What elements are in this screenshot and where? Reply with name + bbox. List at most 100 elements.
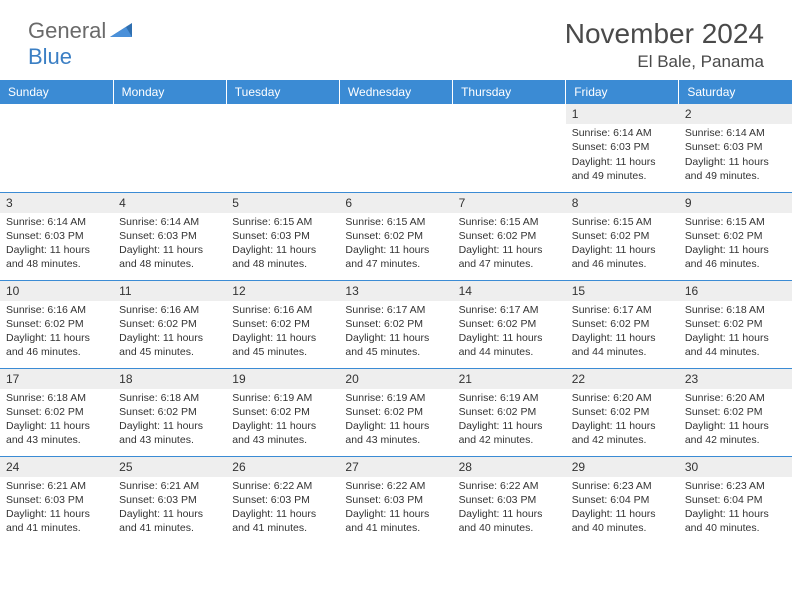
daylight-text: Daylight: 11 hours and 48 minutes. (119, 243, 220, 271)
sunrise-text: Sunrise: 6:14 AM (119, 215, 220, 229)
daylight-text: Daylight: 11 hours and 41 minutes. (232, 507, 333, 535)
sunset-text: Sunset: 6:02 PM (572, 405, 673, 419)
sunrise-text: Sunrise: 6:15 AM (345, 215, 446, 229)
day-number: 22 (566, 369, 679, 389)
daylight-text: Daylight: 11 hours and 46 minutes. (572, 243, 673, 271)
daylight-text: Daylight: 11 hours and 48 minutes. (232, 243, 333, 271)
daylight-text: Daylight: 11 hours and 40 minutes. (572, 507, 673, 535)
calendar-cell: 10Sunrise: 6:16 AMSunset: 6:02 PMDayligh… (0, 280, 113, 368)
sunset-text: Sunset: 6:02 PM (6, 405, 107, 419)
calendar-cell (453, 104, 566, 192)
sunset-text: Sunset: 6:02 PM (459, 229, 560, 243)
calendar-cell: 12Sunrise: 6:16 AMSunset: 6:02 PMDayligh… (226, 280, 339, 368)
sunset-text: Sunset: 6:02 PM (119, 405, 220, 419)
daylight-text: Daylight: 11 hours and 43 minutes. (345, 419, 446, 447)
daylight-text: Daylight: 11 hours and 47 minutes. (459, 243, 560, 271)
sunrise-text: Sunrise: 6:17 AM (345, 303, 446, 317)
sunset-text: Sunset: 6:02 PM (685, 317, 786, 331)
calendar-cell: 19Sunrise: 6:19 AMSunset: 6:02 PMDayligh… (226, 368, 339, 456)
sunset-text: Sunset: 6:02 PM (572, 229, 673, 243)
daylight-text: Daylight: 11 hours and 41 minutes. (6, 507, 107, 535)
calendar-cell: 14Sunrise: 6:17 AMSunset: 6:02 PMDayligh… (453, 280, 566, 368)
daylight-text: Daylight: 11 hours and 44 minutes. (459, 331, 560, 359)
daylight-text: Daylight: 11 hours and 46 minutes. (6, 331, 107, 359)
day-number: 15 (566, 281, 679, 301)
sunrise-text: Sunrise: 6:16 AM (119, 303, 220, 317)
daylight-text: Daylight: 11 hours and 42 minutes. (685, 419, 786, 447)
day-number: 3 (0, 193, 113, 213)
day-number: 27 (339, 457, 452, 477)
sunset-text: Sunset: 6:02 PM (119, 317, 220, 331)
daylight-text: Daylight: 11 hours and 49 minutes. (685, 155, 786, 183)
day-number: 6 (339, 193, 452, 213)
calendar-cell (113, 104, 226, 192)
calendar-cell: 1Sunrise: 6:14 AMSunset: 6:03 PMDaylight… (566, 104, 679, 192)
calendar-cell: 9Sunrise: 6:15 AMSunset: 6:02 PMDaylight… (679, 192, 792, 280)
sunrise-text: Sunrise: 6:22 AM (232, 479, 333, 493)
daylight-text: Daylight: 11 hours and 42 minutes. (572, 419, 673, 447)
day-header-tue: Tuesday (226, 80, 339, 104)
day-number: 13 (339, 281, 452, 301)
calendar-table: Sunday Monday Tuesday Wednesday Thursday… (0, 80, 792, 544)
daylight-text: Daylight: 11 hours and 48 minutes. (6, 243, 107, 271)
daylight-text: Daylight: 11 hours and 42 minutes. (459, 419, 560, 447)
daylight-text: Daylight: 11 hours and 43 minutes. (119, 419, 220, 447)
sunrise-text: Sunrise: 6:17 AM (572, 303, 673, 317)
calendar-cell: 3Sunrise: 6:14 AMSunset: 6:03 PMDaylight… (0, 192, 113, 280)
calendar-row: 10Sunrise: 6:16 AMSunset: 6:02 PMDayligh… (0, 280, 792, 368)
day-number: 28 (453, 457, 566, 477)
logo-word1: General (28, 18, 106, 44)
daylight-text: Daylight: 11 hours and 44 minutes. (685, 331, 786, 359)
daylight-text: Daylight: 11 hours and 45 minutes. (119, 331, 220, 359)
sunrise-text: Sunrise: 6:18 AM (6, 391, 107, 405)
calendar-cell: 15Sunrise: 6:17 AMSunset: 6:02 PMDayligh… (566, 280, 679, 368)
logo-word2: Blue (28, 44, 72, 69)
daylight-text: Daylight: 11 hours and 40 minutes. (685, 507, 786, 535)
calendar-cell: 25Sunrise: 6:21 AMSunset: 6:03 PMDayligh… (113, 456, 226, 544)
calendar-cell: 30Sunrise: 6:23 AMSunset: 6:04 PMDayligh… (679, 456, 792, 544)
calendar-cell: 21Sunrise: 6:19 AMSunset: 6:02 PMDayligh… (453, 368, 566, 456)
calendar-cell (339, 104, 452, 192)
calendar-cell: 23Sunrise: 6:20 AMSunset: 6:02 PMDayligh… (679, 368, 792, 456)
day-number: 9 (679, 193, 792, 213)
calendar-cell (0, 104, 113, 192)
calendar-cell: 18Sunrise: 6:18 AMSunset: 6:02 PMDayligh… (113, 368, 226, 456)
sunrise-text: Sunrise: 6:20 AM (685, 391, 786, 405)
day-header-wed: Wednesday (339, 80, 452, 104)
sunset-text: Sunset: 6:03 PM (232, 229, 333, 243)
day-number: 2 (679, 104, 792, 124)
daylight-text: Daylight: 11 hours and 43 minutes. (232, 419, 333, 447)
calendar-cell: 5Sunrise: 6:15 AMSunset: 6:03 PMDaylight… (226, 192, 339, 280)
sunset-text: Sunset: 6:02 PM (572, 317, 673, 331)
logo: General (28, 18, 134, 44)
sunrise-text: Sunrise: 6:17 AM (459, 303, 560, 317)
sunset-text: Sunset: 6:02 PM (232, 317, 333, 331)
day-number: 21 (453, 369, 566, 389)
sunrise-text: Sunrise: 6:15 AM (232, 215, 333, 229)
logo-word2-wrap: Blue (28, 44, 72, 70)
calendar-row: 1Sunrise: 6:14 AMSunset: 6:03 PMDaylight… (0, 104, 792, 192)
sunset-text: Sunset: 6:02 PM (685, 405, 786, 419)
sunrise-text: Sunrise: 6:14 AM (6, 215, 107, 229)
sunset-text: Sunset: 6:04 PM (685, 493, 786, 507)
day-number: 30 (679, 457, 792, 477)
calendar-cell: 26Sunrise: 6:22 AMSunset: 6:03 PMDayligh… (226, 456, 339, 544)
daylight-text: Daylight: 11 hours and 45 minutes. (232, 331, 333, 359)
sunrise-text: Sunrise: 6:14 AM (685, 126, 786, 140)
sunset-text: Sunset: 6:02 PM (232, 405, 333, 419)
day-number: 25 (113, 457, 226, 477)
calendar-cell: 28Sunrise: 6:22 AMSunset: 6:03 PMDayligh… (453, 456, 566, 544)
sunset-text: Sunset: 6:02 PM (345, 317, 446, 331)
calendar-cell: 16Sunrise: 6:18 AMSunset: 6:02 PMDayligh… (679, 280, 792, 368)
daylight-text: Daylight: 11 hours and 47 minutes. (345, 243, 446, 271)
sunset-text: Sunset: 6:03 PM (685, 140, 786, 154)
day-number: 29 (566, 457, 679, 477)
calendar-cell: 29Sunrise: 6:23 AMSunset: 6:04 PMDayligh… (566, 456, 679, 544)
calendar-row: 3Sunrise: 6:14 AMSunset: 6:03 PMDaylight… (0, 192, 792, 280)
sunset-text: Sunset: 6:03 PM (572, 140, 673, 154)
day-number: 1 (566, 104, 679, 124)
daylight-text: Daylight: 11 hours and 49 minutes. (572, 155, 673, 183)
day-number: 12 (226, 281, 339, 301)
day-number: 10 (0, 281, 113, 301)
day-number: 18 (113, 369, 226, 389)
